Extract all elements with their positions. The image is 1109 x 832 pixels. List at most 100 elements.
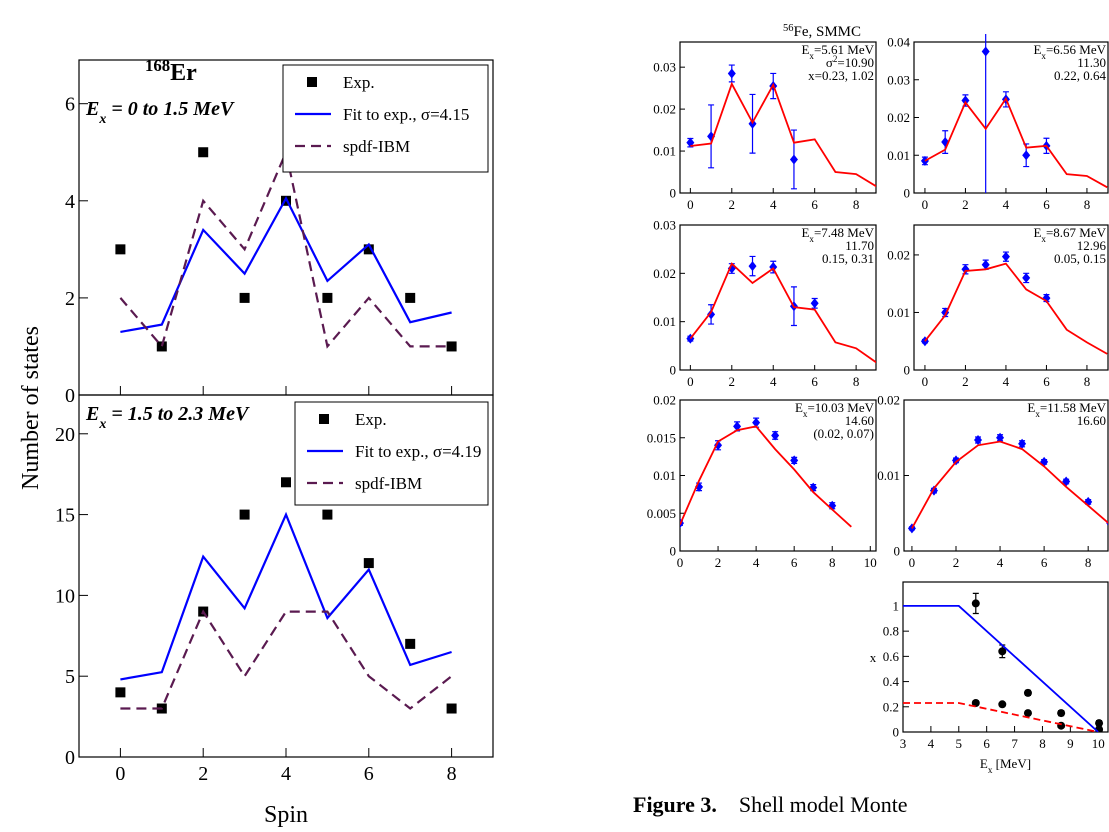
x-tick-label: 4 xyxy=(281,763,291,785)
text-part: 2 xyxy=(833,54,838,64)
y-tick-label: 0.03 xyxy=(887,72,910,87)
annotation: 16.60 xyxy=(1077,413,1106,428)
x-tick-label: 0 xyxy=(687,374,694,389)
plot-frame xyxy=(902,581,1109,733)
plot-area xyxy=(115,477,457,714)
error-bar xyxy=(985,34,987,193)
x-tick-label: 0 xyxy=(687,197,694,212)
y-tick-label: 0.4 xyxy=(883,674,900,689)
x-tick-label: 6 xyxy=(1041,555,1048,570)
figure-title: 56Fe, SMMC xyxy=(783,23,861,41)
caption-label: Figure 3. xyxy=(633,792,717,817)
plot-area xyxy=(920,251,1108,355)
y-tick-label: 0.015 xyxy=(647,430,676,445)
y-tick-label: 0.01 xyxy=(653,468,676,483)
x-tick-label: 4 xyxy=(928,736,935,751)
marker xyxy=(1022,150,1031,161)
x-tick-label: 8 xyxy=(853,197,860,212)
marker xyxy=(322,509,333,520)
text-part: E xyxy=(1033,225,1041,240)
marker xyxy=(810,298,819,309)
annotation: Ex = 1.5 to 2.3 MeV xyxy=(85,403,250,432)
y-tick-label: 0.01 xyxy=(887,305,910,320)
marker xyxy=(239,292,250,303)
text-part: 0.22, 0.64 xyxy=(1054,68,1107,83)
marker xyxy=(1022,272,1031,283)
x-tick-label: 2 xyxy=(962,374,969,389)
annotation: Ex=11.58 MeV xyxy=(1027,400,1106,419)
text-part: 168 xyxy=(145,56,170,75)
series-line xyxy=(690,81,876,188)
y-tick-label: 0.03 xyxy=(653,218,676,233)
legend-label: spdf-IBM xyxy=(343,137,410,156)
y-tick-label: 6 xyxy=(65,94,75,116)
marker xyxy=(322,292,333,303)
y-tick-label: 0 xyxy=(894,544,901,559)
annotation: Ex=5.61 MeV xyxy=(801,42,874,61)
marker xyxy=(405,292,416,303)
series-line xyxy=(120,196,452,333)
x-tick-label: 7 xyxy=(1011,736,1018,751)
x-tick-label: 4 xyxy=(753,555,760,570)
y-tick-label: 0.01 xyxy=(887,148,910,163)
text-part: =6.56 MeV xyxy=(1046,42,1107,57)
series-line xyxy=(924,96,1108,189)
x-tick-label: 2 xyxy=(953,555,960,570)
text-part: E xyxy=(1027,400,1035,415)
marker xyxy=(363,244,374,255)
annotation: Ex = 0 to 1.5 MeV xyxy=(85,98,235,127)
x-tick-label: 4 xyxy=(1003,197,1010,212)
text-part: x xyxy=(988,765,993,775)
marker xyxy=(998,647,1007,656)
legend-label: Fit to exp., σ=4.19 xyxy=(355,442,481,461)
x-tick-label: 10 xyxy=(864,555,877,570)
y-tick-label: 0 xyxy=(670,186,677,201)
x-tick-label: 2 xyxy=(198,763,208,785)
marker xyxy=(1023,688,1032,697)
marker xyxy=(951,455,960,466)
marker xyxy=(198,147,209,158)
x-tick-label: 10 xyxy=(1092,736,1105,751)
x-tick-label: 0 xyxy=(677,555,684,570)
series-line xyxy=(120,609,453,710)
annotation: Ex=10.03 MeV xyxy=(795,400,875,419)
legend-label: Exp. xyxy=(343,73,375,92)
plot-area xyxy=(686,255,876,364)
series-line xyxy=(680,425,852,528)
plot-frame xyxy=(913,224,1109,371)
x-tick-label: 2 xyxy=(729,374,736,389)
text-part: x xyxy=(98,112,106,127)
marker xyxy=(446,703,457,714)
x-tick-label: 4 xyxy=(770,374,777,389)
marker xyxy=(446,341,457,352)
x-tick-label: 0 xyxy=(115,763,125,785)
marker xyxy=(115,244,126,255)
x-tick-label: 8 xyxy=(1084,197,1091,212)
marker xyxy=(714,440,723,451)
text-part: 11.30 xyxy=(1077,55,1106,70)
marker xyxy=(363,558,374,569)
y-tick-label: 5 xyxy=(65,666,75,688)
marker xyxy=(789,154,798,165)
x-tick-label: 9 xyxy=(1067,736,1074,751)
text-part: x xyxy=(809,51,814,61)
panel-title: 168Er xyxy=(145,56,197,87)
text-part: = 0 to 1.5 MeV xyxy=(106,98,235,120)
text-part: x xyxy=(1041,51,1046,61)
text-part: Fe, SMMC xyxy=(793,24,861,40)
annotation: Ex=8.67 MeV xyxy=(1033,225,1106,244)
y-tick-label: 20 xyxy=(55,424,75,446)
plot-frame xyxy=(679,41,877,194)
text-part: E xyxy=(1033,42,1041,57)
y-tick-label: 0.02 xyxy=(653,102,676,117)
y-tick-label: 0 xyxy=(670,544,677,559)
x-tick-label: 8 xyxy=(1085,555,1092,570)
marker xyxy=(971,599,980,608)
text-part: =10.90 xyxy=(837,55,874,70)
plot-frame xyxy=(679,224,877,371)
annotation: 14.60 xyxy=(845,413,874,428)
series-line xyxy=(689,262,876,364)
x-tick-label: 5 xyxy=(956,736,963,751)
annotation: Ex=7.48 MeV xyxy=(801,225,874,244)
annotation: 0.05, 0.15 xyxy=(1054,251,1106,266)
